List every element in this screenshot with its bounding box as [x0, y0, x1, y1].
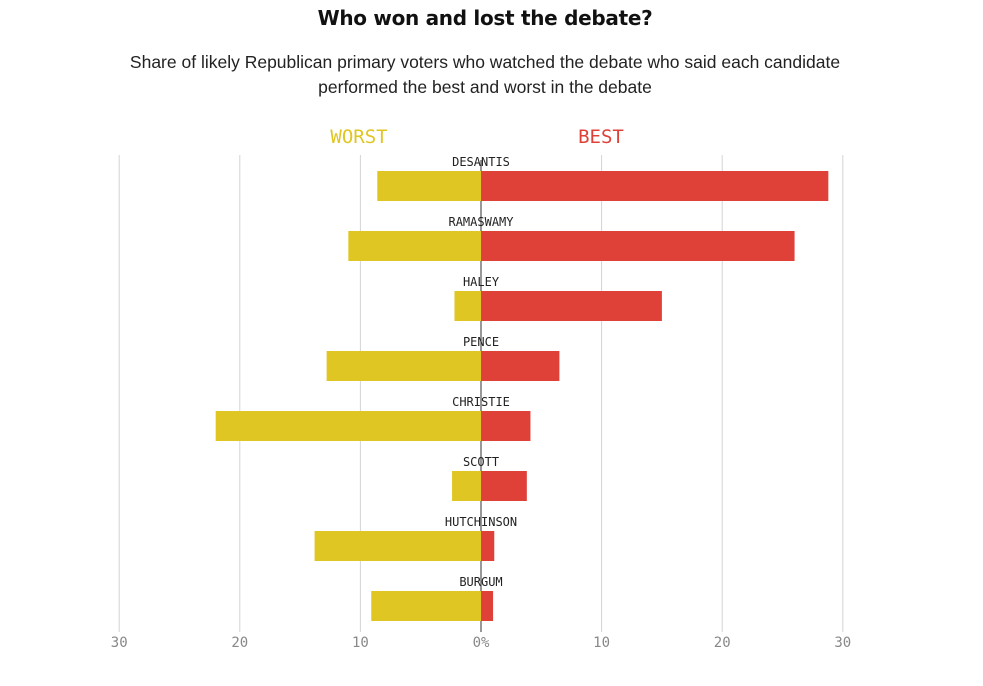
category-label: SCOTT	[463, 455, 499, 469]
bar-best-pence	[481, 351, 560, 381]
bars	[215, 171, 829, 621]
legend-worst: WORST	[330, 126, 387, 148]
bar-best-hutchinson	[481, 531, 495, 561]
category-label: HALEY	[463, 275, 500, 289]
tick-label: 30	[111, 635, 128, 651]
category-labels: DESANTIS RAMASWAMY HALEY PENCE CHRISTIE SCOTT…	[445, 155, 517, 589]
bar-worst-scott	[452, 471, 481, 501]
category-label: BURGUM	[459, 575, 502, 589]
legend: WORST BEST	[330, 126, 623, 148]
chart-subtitle: Share of likely Republican primary voter…	[129, 52, 841, 97]
bar-best-haley	[481, 291, 662, 321]
bar-worst-ramaswamy	[348, 231, 481, 261]
tick-label: 20	[231, 635, 248, 651]
bar-worst-pence	[326, 351, 481, 381]
category-label: RAMASWAMY	[448, 215, 514, 229]
tick-label: 10	[593, 635, 610, 651]
bar-worst-haley	[454, 291, 481, 321]
bar-worst-christie	[215, 411, 481, 441]
bar-best-ramaswamy	[481, 231, 795, 261]
bar-best-burgum	[481, 591, 494, 621]
category-label: PENCE	[463, 335, 499, 349]
bar-worst-burgum	[371, 591, 481, 621]
bar-worst-desantis	[377, 171, 481, 201]
bar-best-scott	[481, 471, 527, 501]
category-label: HUTCHINSON	[445, 515, 517, 529]
tick-label: 0%	[473, 635, 490, 651]
tick-label: 20	[714, 635, 731, 651]
bar-best-christie	[481, 411, 531, 441]
legend-best: BEST	[578, 126, 624, 148]
bar-worst-hutchinson	[314, 531, 481, 561]
bar-best-desantis	[481, 171, 829, 201]
chart-title: Who won and lost the debate?	[317, 6, 653, 30]
tick-label: 10	[352, 635, 369, 651]
category-label: CHRISTIE	[452, 395, 510, 409]
tick-label: 30	[834, 635, 851, 651]
axis-ticks: 30 20 10 0% 10 20 30	[111, 635, 851, 651]
category-label: DESANTIS	[452, 155, 510, 169]
